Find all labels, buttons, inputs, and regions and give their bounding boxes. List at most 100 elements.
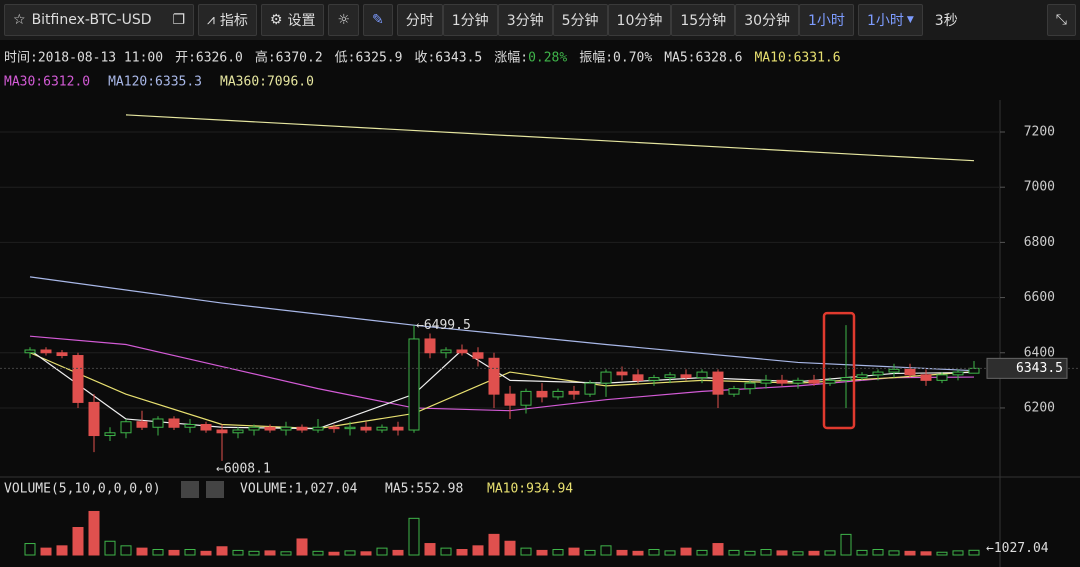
period-button[interactable]: 1分钟 bbox=[442, 4, 498, 36]
indicator-label: 指标 bbox=[219, 13, 248, 29]
volume-ma10: MA10:934.94 bbox=[487, 482, 573, 497]
settings-button[interactable]: ⚙ 设置 bbox=[260, 4, 325, 36]
volume-bar bbox=[216, 546, 228, 556]
candle-body bbox=[696, 371, 708, 379]
volume-bar bbox=[168, 549, 180, 556]
current-price: 6343.5 bbox=[1016, 361, 1063, 376]
volume-bar bbox=[872, 549, 884, 556]
period-button[interactable]: 10分钟 bbox=[607, 4, 672, 36]
volume-bar bbox=[472, 545, 484, 556]
volume-bar bbox=[40, 547, 52, 556]
volume-bar bbox=[776, 550, 788, 556]
candle-body bbox=[344, 426, 356, 430]
high-note: ←6499.5 bbox=[416, 318, 471, 333]
volume-bar bbox=[792, 551, 804, 556]
candle-body bbox=[56, 352, 68, 357]
period-button[interactable]: 5分钟 bbox=[552, 4, 608, 36]
theme-button[interactable]: ☼ bbox=[328, 4, 360, 36]
candle-body bbox=[376, 426, 388, 431]
candle-body bbox=[888, 368, 900, 373]
volume-ma5: MA5:552.98 bbox=[385, 482, 463, 497]
period-button[interactable]: 1小时 bbox=[799, 4, 854, 36]
volume-bar bbox=[504, 540, 516, 556]
candle-body bbox=[552, 390, 564, 398]
volume-bar bbox=[728, 549, 740, 556]
price-box bbox=[986, 357, 1068, 379]
candle-body bbox=[920, 374, 932, 381]
ma-line bbox=[125, 114, 975, 162]
chart: 时间:2018-08-13 11:00 开:6326.0 高:6370.2 低:632… bbox=[0, 50, 1080, 567]
volume-bar bbox=[664, 550, 676, 556]
info-text: MA360:7096.0 bbox=[220, 75, 314, 90]
volume-bar bbox=[824, 550, 836, 556]
fullscreen-button[interactable]: ⤡ bbox=[1046, 4, 1076, 36]
volume-bar bbox=[264, 550, 276, 556]
period-select-label: 1小时 bbox=[866, 13, 904, 29]
candle-body bbox=[488, 357, 500, 395]
candle-body bbox=[120, 421, 132, 434]
volume-bar bbox=[712, 543, 724, 556]
toolbar: ☆ Bitfinex-BTC-USD ❐ ⩘ 指标 ⚙ 设置 ☼ ✎ 分时 1分钟 3分钟 5… bbox=[0, 0, 1080, 40]
volume-bar bbox=[424, 543, 436, 556]
volume-bar bbox=[696, 549, 708, 556]
y-tick-label: 7000 bbox=[1024, 180, 1055, 195]
candle-body bbox=[152, 418, 164, 428]
candle-body bbox=[392, 426, 404, 431]
candle-body bbox=[360, 426, 372, 431]
candle-body bbox=[328, 426, 340, 430]
volume-bar bbox=[920, 551, 932, 556]
volume-bar bbox=[936, 551, 948, 556]
info-text: 时间:2018-08-13 11:00 bbox=[4, 51, 163, 66]
draw-button[interactable]: ✎ bbox=[363, 4, 393, 36]
info-text: MA5:6328.6 bbox=[664, 51, 742, 66]
info-text: 0.28% bbox=[528, 51, 567, 66]
volume-bar bbox=[616, 549, 628, 556]
info-text: 开:6326.0 bbox=[175, 51, 243, 66]
volume-bar bbox=[120, 545, 132, 556]
ma-line bbox=[29, 276, 975, 372]
candle-body bbox=[264, 426, 276, 431]
volume-bar bbox=[520, 547, 532, 556]
candle-body bbox=[504, 393, 516, 406]
volume-bar bbox=[808, 550, 820, 556]
volume-bar bbox=[328, 551, 340, 556]
candle-body bbox=[616, 371, 628, 376]
volume-bar bbox=[200, 550, 212, 556]
candle-body bbox=[760, 379, 772, 384]
candle-body bbox=[952, 371, 964, 376]
candle-body bbox=[232, 429, 244, 434]
period-button[interactable]: 3分钟 bbox=[497, 4, 553, 36]
volume-bar bbox=[184, 549, 196, 556]
info-text: 收:6343.5 bbox=[414, 51, 482, 66]
symbol-button[interactable]: ☆ Bitfinex-BTC-USD ❐ bbox=[4, 4, 194, 36]
highlight-box bbox=[822, 311, 856, 430]
period-button[interactable]: 分时 bbox=[396, 4, 443, 36]
candle-body bbox=[792, 379, 804, 384]
info-text: MA10:6331.6 bbox=[754, 51, 840, 66]
refresh[interactable]: 3秒 bbox=[927, 4, 966, 36]
volume-bar bbox=[856, 549, 868, 556]
candle-body bbox=[584, 382, 596, 395]
volume-bar bbox=[136, 547, 148, 556]
indicator-button[interactable]: ⩘ 指标 bbox=[198, 4, 257, 36]
low-note: ←6008.1 bbox=[216, 461, 271, 476]
candle-body bbox=[936, 374, 948, 381]
volume-bar bbox=[552, 549, 564, 556]
volume-bar bbox=[680, 547, 692, 556]
candle-body bbox=[168, 418, 180, 428]
volume-bar bbox=[952, 550, 964, 556]
volume-bar bbox=[280, 551, 292, 556]
candle-body bbox=[408, 338, 420, 431]
volume-title: VOLUME(5,10,0,0,0,0) bbox=[4, 482, 161, 497]
info-text: MA30:6312.0 bbox=[4, 75, 90, 90]
period-select[interactable]: 1小时 ▼ bbox=[857, 4, 923, 36]
candle-body bbox=[472, 352, 484, 359]
info-text: MA120:6335.3 bbox=[108, 75, 202, 90]
period-button[interactable]: 30分钟 bbox=[735, 4, 800, 36]
y-tick-label: 6600 bbox=[1024, 290, 1055, 305]
period-button[interactable]: 15分钟 bbox=[671, 4, 736, 36]
volume-bar bbox=[56, 545, 68, 556]
ma-line bbox=[29, 349, 975, 430]
candle-body bbox=[216, 429, 228, 434]
volume-bar bbox=[536, 549, 548, 556]
